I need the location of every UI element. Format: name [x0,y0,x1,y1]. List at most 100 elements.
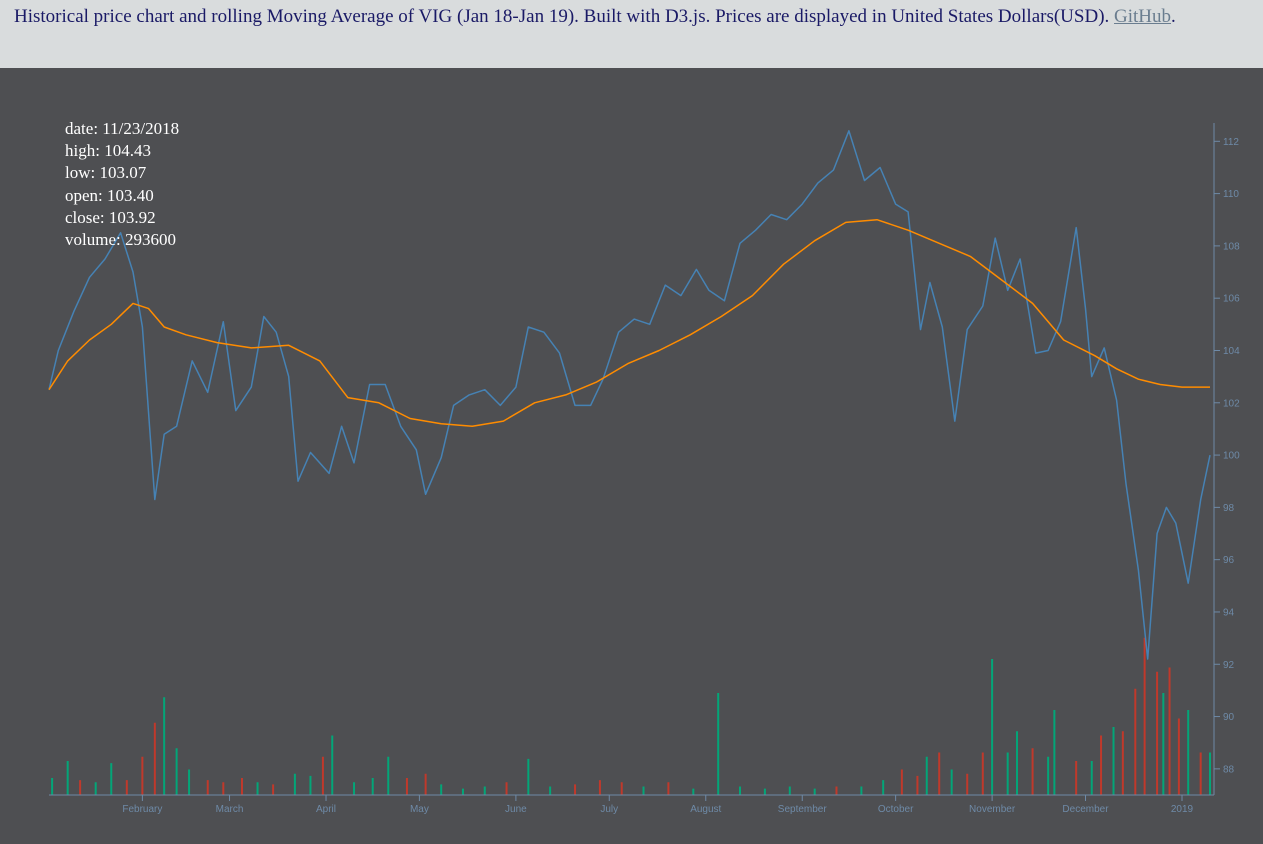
volume-bar [1177,718,1180,795]
volume-bar [1031,748,1034,795]
x-tick-label: April [316,804,336,815]
volume-bar [188,769,191,795]
volume-bar [667,782,670,795]
legend-volume: volume: 293600 [65,230,176,250]
y-tick-label: 104 [1223,346,1240,357]
y-tick-label: 106 [1223,294,1240,305]
volume-bar [125,780,128,795]
volume-bar [141,756,144,795]
volume-bar [175,748,178,795]
volume-bar [1156,671,1159,795]
volume-bar [371,778,374,795]
page-description: Historical price chart and rolling Movin… [14,6,1176,28]
volume-bar [1075,761,1078,795]
volume-bar [272,784,275,795]
y-tick-label: 92 [1223,660,1235,671]
volume-bar [1016,731,1019,795]
volume-bar [387,756,390,795]
volume-bar [1134,688,1137,795]
volume-bar [206,780,209,795]
legend-low: low: 103.07 [65,163,147,183]
volume-bar [788,786,791,795]
y-tick-label: 100 [1223,451,1240,462]
price-line [48,130,1211,660]
volume-bar [424,773,427,795]
x-tick-label: May [410,804,429,815]
x-tick-label: December [1062,804,1109,815]
volume-bar [835,786,838,795]
volume-bar [860,786,863,795]
x-tick-label: November [969,804,1016,815]
y-tick-label: 96 [1223,555,1235,566]
volume-bar [1199,752,1202,795]
volume-bar [763,788,766,795]
volume-bar [1162,693,1165,795]
volume-bars [51,637,1211,795]
volume-bar [598,780,601,795]
legend-close: close: 103.92 [65,207,156,227]
volume-bar [66,761,69,795]
volume-bar [110,763,113,795]
volume-bar [1209,752,1211,795]
volume-bar [916,775,919,795]
y-tick-label: 110 [1223,189,1239,200]
volume-bar [505,782,508,795]
volume-bar [1112,727,1115,795]
volume-bar [1187,710,1190,795]
volume-bar [549,786,552,795]
volume-bar [1143,637,1146,795]
volume-bar [882,780,885,795]
x-tick-label: March [216,804,244,815]
x-tick-label: February [122,804,162,815]
page-header: Historical price chart and rolling Movin… [0,0,1263,68]
moving-average-line [48,218,1210,428]
volume-bar [527,758,530,795]
y-tick-label: 102 [1223,398,1240,409]
volume-bar [692,788,695,795]
github-link[interactable]: GitHub [1114,6,1172,27]
y-tick-label: 94 [1223,607,1235,618]
volume-bar [1168,667,1171,795]
volume-bar [1090,761,1093,795]
y-tick-label: 90 [1223,712,1235,723]
volume-bar [717,693,720,795]
price-chart[interactable]: 88 90 92 94 96 98 100 102 104 106 108 110 112 Februa… [0,68,1263,844]
x-tick-label: September [778,804,828,815]
volume-bar [1053,710,1056,795]
x-tick-label: July [600,804,618,815]
volume-bar [240,778,243,795]
legend-open: open: 103.40 [65,185,154,205]
volume-bar [309,775,312,795]
volume-bar [642,786,645,795]
volume-bar [440,784,443,795]
volume-bar [405,778,408,795]
link-suffix: . [1171,6,1176,27]
tooltip-legend: date: 11/23/2018 high: 104.43 low: 103.0… [65,118,179,251]
volume-bar [483,786,486,795]
y-tick-label: 108 [1223,241,1240,252]
volume-bar [293,773,296,795]
y-axis: 88 90 92 94 96 98 100 102 104 106 108 110 112 [1213,123,1240,795]
volume-bar [1047,756,1050,795]
legend-high: high: 104.43 [65,141,151,161]
volume-bar [938,752,941,795]
volume-bar [738,786,741,795]
volume-bar [574,784,577,795]
volume-bar [620,782,623,795]
volume-bar [981,752,984,795]
volume-bar [991,659,994,795]
x-tick-label: June [505,804,527,815]
volume-bar [1100,735,1103,795]
y-tick-label: 112 [1223,137,1239,148]
description-text: Historical price chart and rolling Movin… [14,6,1110,27]
volume-bar [79,780,82,795]
legend-date: date: 11/23/2018 [65,119,180,138]
volume-bar [321,756,324,795]
volume-bar [966,773,969,795]
volume-bar [256,782,259,795]
y-tick-label: 88 [1223,764,1235,775]
volume-bar [222,782,225,795]
volume-bar [925,756,928,795]
volume-bar [331,735,334,795]
x-axis: February March April May June July August Septe… [49,794,1214,815]
